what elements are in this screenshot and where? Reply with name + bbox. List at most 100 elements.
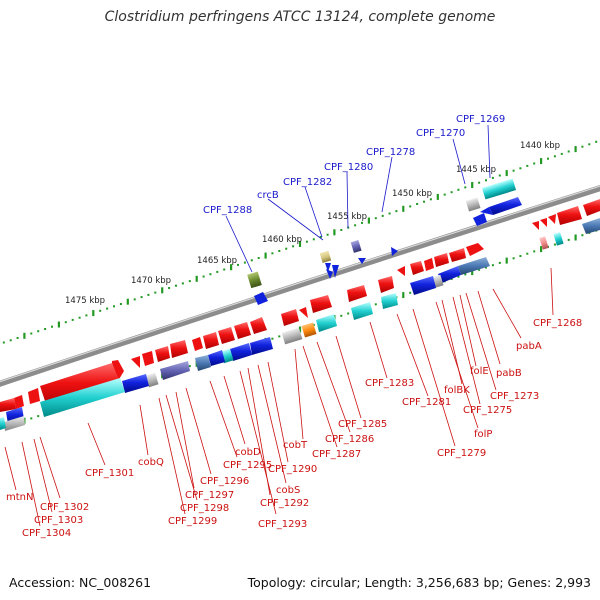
label-fole: folE bbox=[470, 366, 489, 377]
scale-minor-tick bbox=[560, 152, 563, 155]
scale-minor-tick bbox=[168, 287, 171, 289]
label-cpf-1283: CPF_1283 bbox=[365, 378, 414, 389]
scale-minor-tick bbox=[464, 273, 467, 276]
scale-minor-tick bbox=[285, 247, 288, 250]
scale-minor-tick bbox=[547, 157, 549, 160]
scale-minor-tick bbox=[44, 328, 47, 330]
scale-minor-tick bbox=[30, 332, 33, 335]
scale-minor-tick bbox=[37, 415, 40, 418]
scale-minor-tick bbox=[106, 307, 109, 310]
scale-ring bbox=[2, 140, 598, 344]
scale-minor-tick bbox=[374, 303, 377, 306]
label-cpf-1278: CPF_1278 bbox=[366, 147, 415, 158]
label-cpf-1299: CPF_1299 bbox=[168, 516, 217, 527]
scale-major-tick bbox=[471, 269, 474, 276]
scale-major-tick bbox=[92, 310, 95, 317]
label-cpf-1303: CPF_1303 bbox=[34, 515, 83, 526]
gene-cpf-1270-head bbox=[480, 207, 493, 215]
scale-major-tick bbox=[230, 264, 233, 271]
scale-label-1470: 1470 kbp bbox=[131, 276, 171, 286]
gene-cpf-1271 bbox=[465, 197, 481, 212]
scale-major-tick bbox=[264, 252, 267, 259]
scale-minor-tick bbox=[347, 312, 350, 315]
bottom-gene-labels: CPF_1268 pabA pabB CPF_1273 folE CPF_127… bbox=[6, 318, 582, 539]
scale-major-tick bbox=[505, 170, 508, 177]
scale-minor-tick bbox=[188, 365, 191, 368]
scale-minor-tick bbox=[119, 303, 122, 305]
scale-minor-tick bbox=[243, 261, 246, 264]
scale-minor-tick bbox=[567, 238, 570, 241]
scale-minor-tick bbox=[175, 284, 177, 287]
reverse-strand-genes bbox=[247, 178, 522, 305]
scale-major-tick bbox=[402, 205, 405, 212]
scale-minor-tick bbox=[209, 273, 212, 276]
label-cpf-1297: CPF_1297 bbox=[185, 490, 234, 501]
scale-minor-tick bbox=[553, 243, 556, 246]
scale-minor-tick bbox=[9, 339, 12, 342]
scale-minor-tick bbox=[478, 181, 481, 184]
label-cobq: cobQ bbox=[138, 457, 164, 468]
scale-minor-tick bbox=[519, 255, 522, 257]
scale-minor-tick bbox=[188, 280, 191, 283]
scale-major-tick bbox=[540, 246, 543, 253]
label-cpf-1298: CPF_1298 bbox=[180, 503, 229, 514]
label-cpf-1304: CPF_1304 bbox=[22, 528, 71, 539]
scale-minor-tick bbox=[354, 224, 357, 227]
gene-cpf-1269 bbox=[481, 178, 517, 200]
scale-minor-tick bbox=[526, 252, 529, 255]
scale-minor-tick bbox=[485, 179, 487, 182]
gene-crcb-3 bbox=[326, 269, 333, 279]
scale-minor-tick bbox=[512, 257, 515, 260]
label-cpf-1287: CPF_1287 bbox=[312, 449, 361, 460]
scale-minor-tick bbox=[553, 155, 556, 158]
scale-major-tick bbox=[367, 217, 370, 224]
gene-cluster-right bbox=[532, 199, 600, 250]
scale-minor-tick bbox=[409, 291, 412, 294]
gene-cpf-1278 bbox=[350, 240, 362, 253]
top-gene-labels: CPF_1269 CPF_1270 CPF_1278 CPF_1280 CPF_… bbox=[203, 114, 505, 216]
scale-minor-tick bbox=[595, 140, 598, 143]
label-cpf-1270: CPF_1270 bbox=[416, 128, 465, 139]
scale-minor-tick bbox=[381, 214, 384, 217]
gene-cluster-fol bbox=[281, 243, 490, 345]
scale-minor-tick bbox=[457, 275, 460, 278]
scale-minor-tick bbox=[533, 250, 536, 253]
scale-major-tick bbox=[126, 298, 129, 305]
scale-major-tick bbox=[298, 326, 302, 333]
label-cpf-1293: CPF_1293 bbox=[258, 519, 307, 530]
scale-minor-tick bbox=[202, 275, 205, 278]
scale-minor-tick bbox=[491, 264, 494, 267]
scale-minor-tick bbox=[271, 337, 274, 340]
scale-minor-tick bbox=[305, 240, 308, 243]
scale-minor-tick bbox=[71, 318, 74, 321]
scale-label-1460: 1460 kbp bbox=[262, 235, 302, 245]
scale-minor-tick bbox=[85, 314, 88, 317]
scale-major-tick bbox=[471, 182, 474, 188]
scale-minor-tick bbox=[519, 167, 522, 170]
scale-major-tick bbox=[574, 234, 577, 241]
scale-minor-tick bbox=[450, 278, 453, 280]
scale-major-tick bbox=[505, 257, 508, 264]
scale-minor-tick bbox=[388, 212, 391, 215]
label-cpf-1273: CPF_1273 bbox=[490, 391, 539, 402]
scale-minor-tick bbox=[457, 188, 460, 191]
scale-minor-tick bbox=[409, 205, 412, 208]
label-cpf-1279: CPF_1279 bbox=[437, 448, 486, 459]
scale-minor-tick bbox=[588, 143, 591, 146]
genome-backbone-highlight bbox=[0, 185, 600, 383]
gene-cpf-1289 bbox=[254, 292, 268, 305]
label-cobt: cobT bbox=[283, 440, 308, 451]
scale-minor-tick bbox=[30, 417, 33, 420]
scale-minor-tick bbox=[374, 217, 377, 220]
scale-minor-tick bbox=[319, 236, 322, 238]
scale-major-tick bbox=[298, 241, 302, 247]
scale-minor-tick bbox=[450, 191, 453, 194]
scale-minor-tick bbox=[491, 176, 494, 179]
scale-minor-tick bbox=[237, 263, 239, 266]
scale-major-tick bbox=[57, 321, 60, 328]
gene-crcb-1 bbox=[325, 263, 331, 272]
scale-minor-tick bbox=[567, 150, 570, 153]
scale-minor-tick bbox=[512, 169, 515, 172]
scale-minor-tick bbox=[498, 261, 501, 264]
scale-minor-tick bbox=[16, 337, 19, 339]
